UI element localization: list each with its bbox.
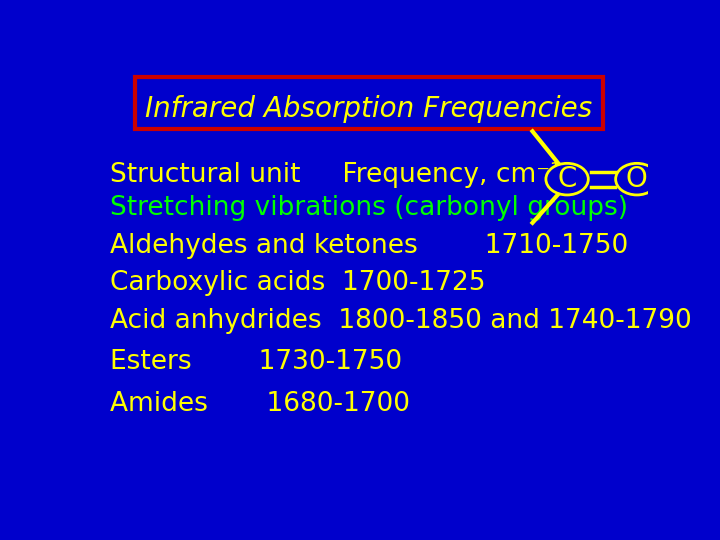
Text: C: C	[557, 165, 577, 193]
Text: Stretching vibrations (carbonyl groups): Stretching vibrations (carbonyl groups)	[109, 195, 628, 221]
Circle shape	[546, 163, 588, 195]
Circle shape	[616, 163, 658, 195]
Text: Infrared Absorption Frequencies: Infrared Absorption Frequencies	[145, 95, 593, 123]
Text: O: O	[626, 165, 648, 193]
Text: Acid anhydrides  1800-1850 and 1740-1790: Acid anhydrides 1800-1850 and 1740-1790	[109, 307, 691, 334]
Text: Amides       1680-1700: Amides 1680-1700	[109, 390, 410, 417]
Text: Carboxylic acids  1700-1725: Carboxylic acids 1700-1725	[109, 270, 485, 296]
Text: Esters        1730-1750: Esters 1730-1750	[109, 349, 402, 375]
FancyBboxPatch shape	[135, 77, 603, 129]
Text: Structural unit     Frequency, cm⁻¹: Structural unit Frequency, cm⁻¹	[109, 162, 560, 188]
Text: Aldehydes and ketones        1710-1750: Aldehydes and ketones 1710-1750	[109, 233, 628, 259]
